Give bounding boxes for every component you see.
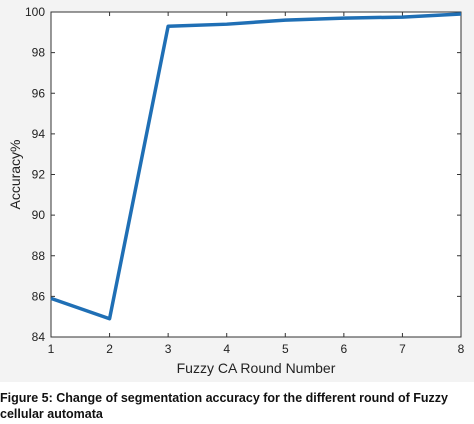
x-axis-label: Fuzzy CA Round Number	[177, 360, 336, 376]
x-tick-label: 2	[106, 342, 113, 356]
y-tick-label: 100	[25, 5, 45, 19]
x-tick-label: 1	[48, 342, 55, 356]
y-axis-label: Accuracy%	[7, 139, 23, 209]
x-tick-label: 3	[165, 342, 172, 356]
chart-area: 1 2 3 4 5 6 7 8 84 86 88 90 92 94 96 98 100 Fuzzy CA Ro…	[0, 0, 474, 382]
y-tick-label: 92	[32, 168, 46, 182]
plot-area	[50, 11, 462, 338]
x-tick-label: 5	[282, 342, 289, 356]
y-tick-label: 96	[32, 86, 46, 100]
caption-line-1: Figure 5: Change of segmentation accurac…	[0, 391, 448, 405]
y-tick-label: 84	[32, 330, 46, 344]
x-tick-label: 7	[399, 342, 406, 356]
y-tick-label: 98	[32, 46, 46, 60]
caption-line-2: cellular automata	[0, 407, 103, 421]
y-tick-label: 94	[32, 127, 46, 141]
x-tick-label: 6	[341, 342, 348, 356]
y-tick-label: 90	[32, 208, 46, 222]
y-axis-ticks: 84 86 88 90 92 94 96 98 100	[25, 5, 461, 344]
series-layer	[50, 12, 462, 321]
line-chart: 1 2 3 4 5 6 7 8 84 86 88 90 92 94 96 98 100 Fuzzy CA Ro…	[7, 5, 465, 376]
y-tick-label: 86	[32, 289, 46, 303]
x-tick-label: 8	[458, 342, 465, 356]
figure-caption: Figure 5: Change of segmentation accurac…	[0, 390, 474, 424]
x-axis-ticks: 1 2 3 4 5 6 7 8	[48, 12, 465, 356]
series-line	[50, 12, 462, 321]
x-tick-label: 4	[223, 342, 230, 356]
y-tick-label: 88	[32, 249, 46, 263]
